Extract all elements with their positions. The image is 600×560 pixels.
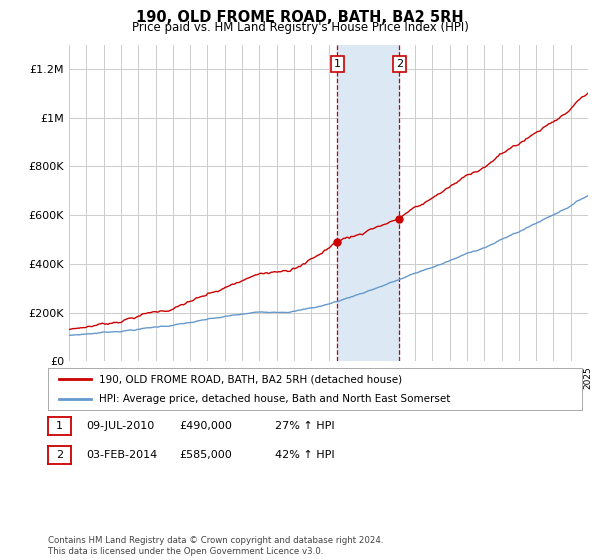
Text: Price paid vs. HM Land Registry's House Price Index (HPI): Price paid vs. HM Land Registry's House …	[131, 21, 469, 34]
Text: 1: 1	[56, 421, 63, 431]
Text: HPI: Average price, detached house, Bath and North East Somerset: HPI: Average price, detached house, Bath…	[99, 394, 450, 404]
Text: Contains HM Land Registry data © Crown copyright and database right 2024.
This d: Contains HM Land Registry data © Crown c…	[48, 536, 383, 556]
Text: 2: 2	[395, 59, 403, 69]
Text: 1: 1	[334, 59, 341, 69]
Text: £585,000: £585,000	[179, 450, 232, 460]
Text: 03-FEB-2014: 03-FEB-2014	[86, 450, 157, 460]
Text: 2: 2	[56, 450, 63, 460]
Text: 190, OLD FROME ROAD, BATH, BA2 5RH: 190, OLD FROME ROAD, BATH, BA2 5RH	[136, 10, 464, 25]
Bar	[337, 45, 399, 361]
Text: 42% ↑ HPI: 42% ↑ HPI	[275, 450, 334, 460]
Text: £490,000: £490,000	[179, 421, 232, 431]
Text: 27% ↑ HPI: 27% ↑ HPI	[275, 421, 334, 431]
Text: 190, OLD FROME ROAD, BATH, BA2 5RH (detached house): 190, OLD FROME ROAD, BATH, BA2 5RH (deta…	[99, 374, 402, 384]
Text: 09-JUL-2010: 09-JUL-2010	[86, 421, 154, 431]
